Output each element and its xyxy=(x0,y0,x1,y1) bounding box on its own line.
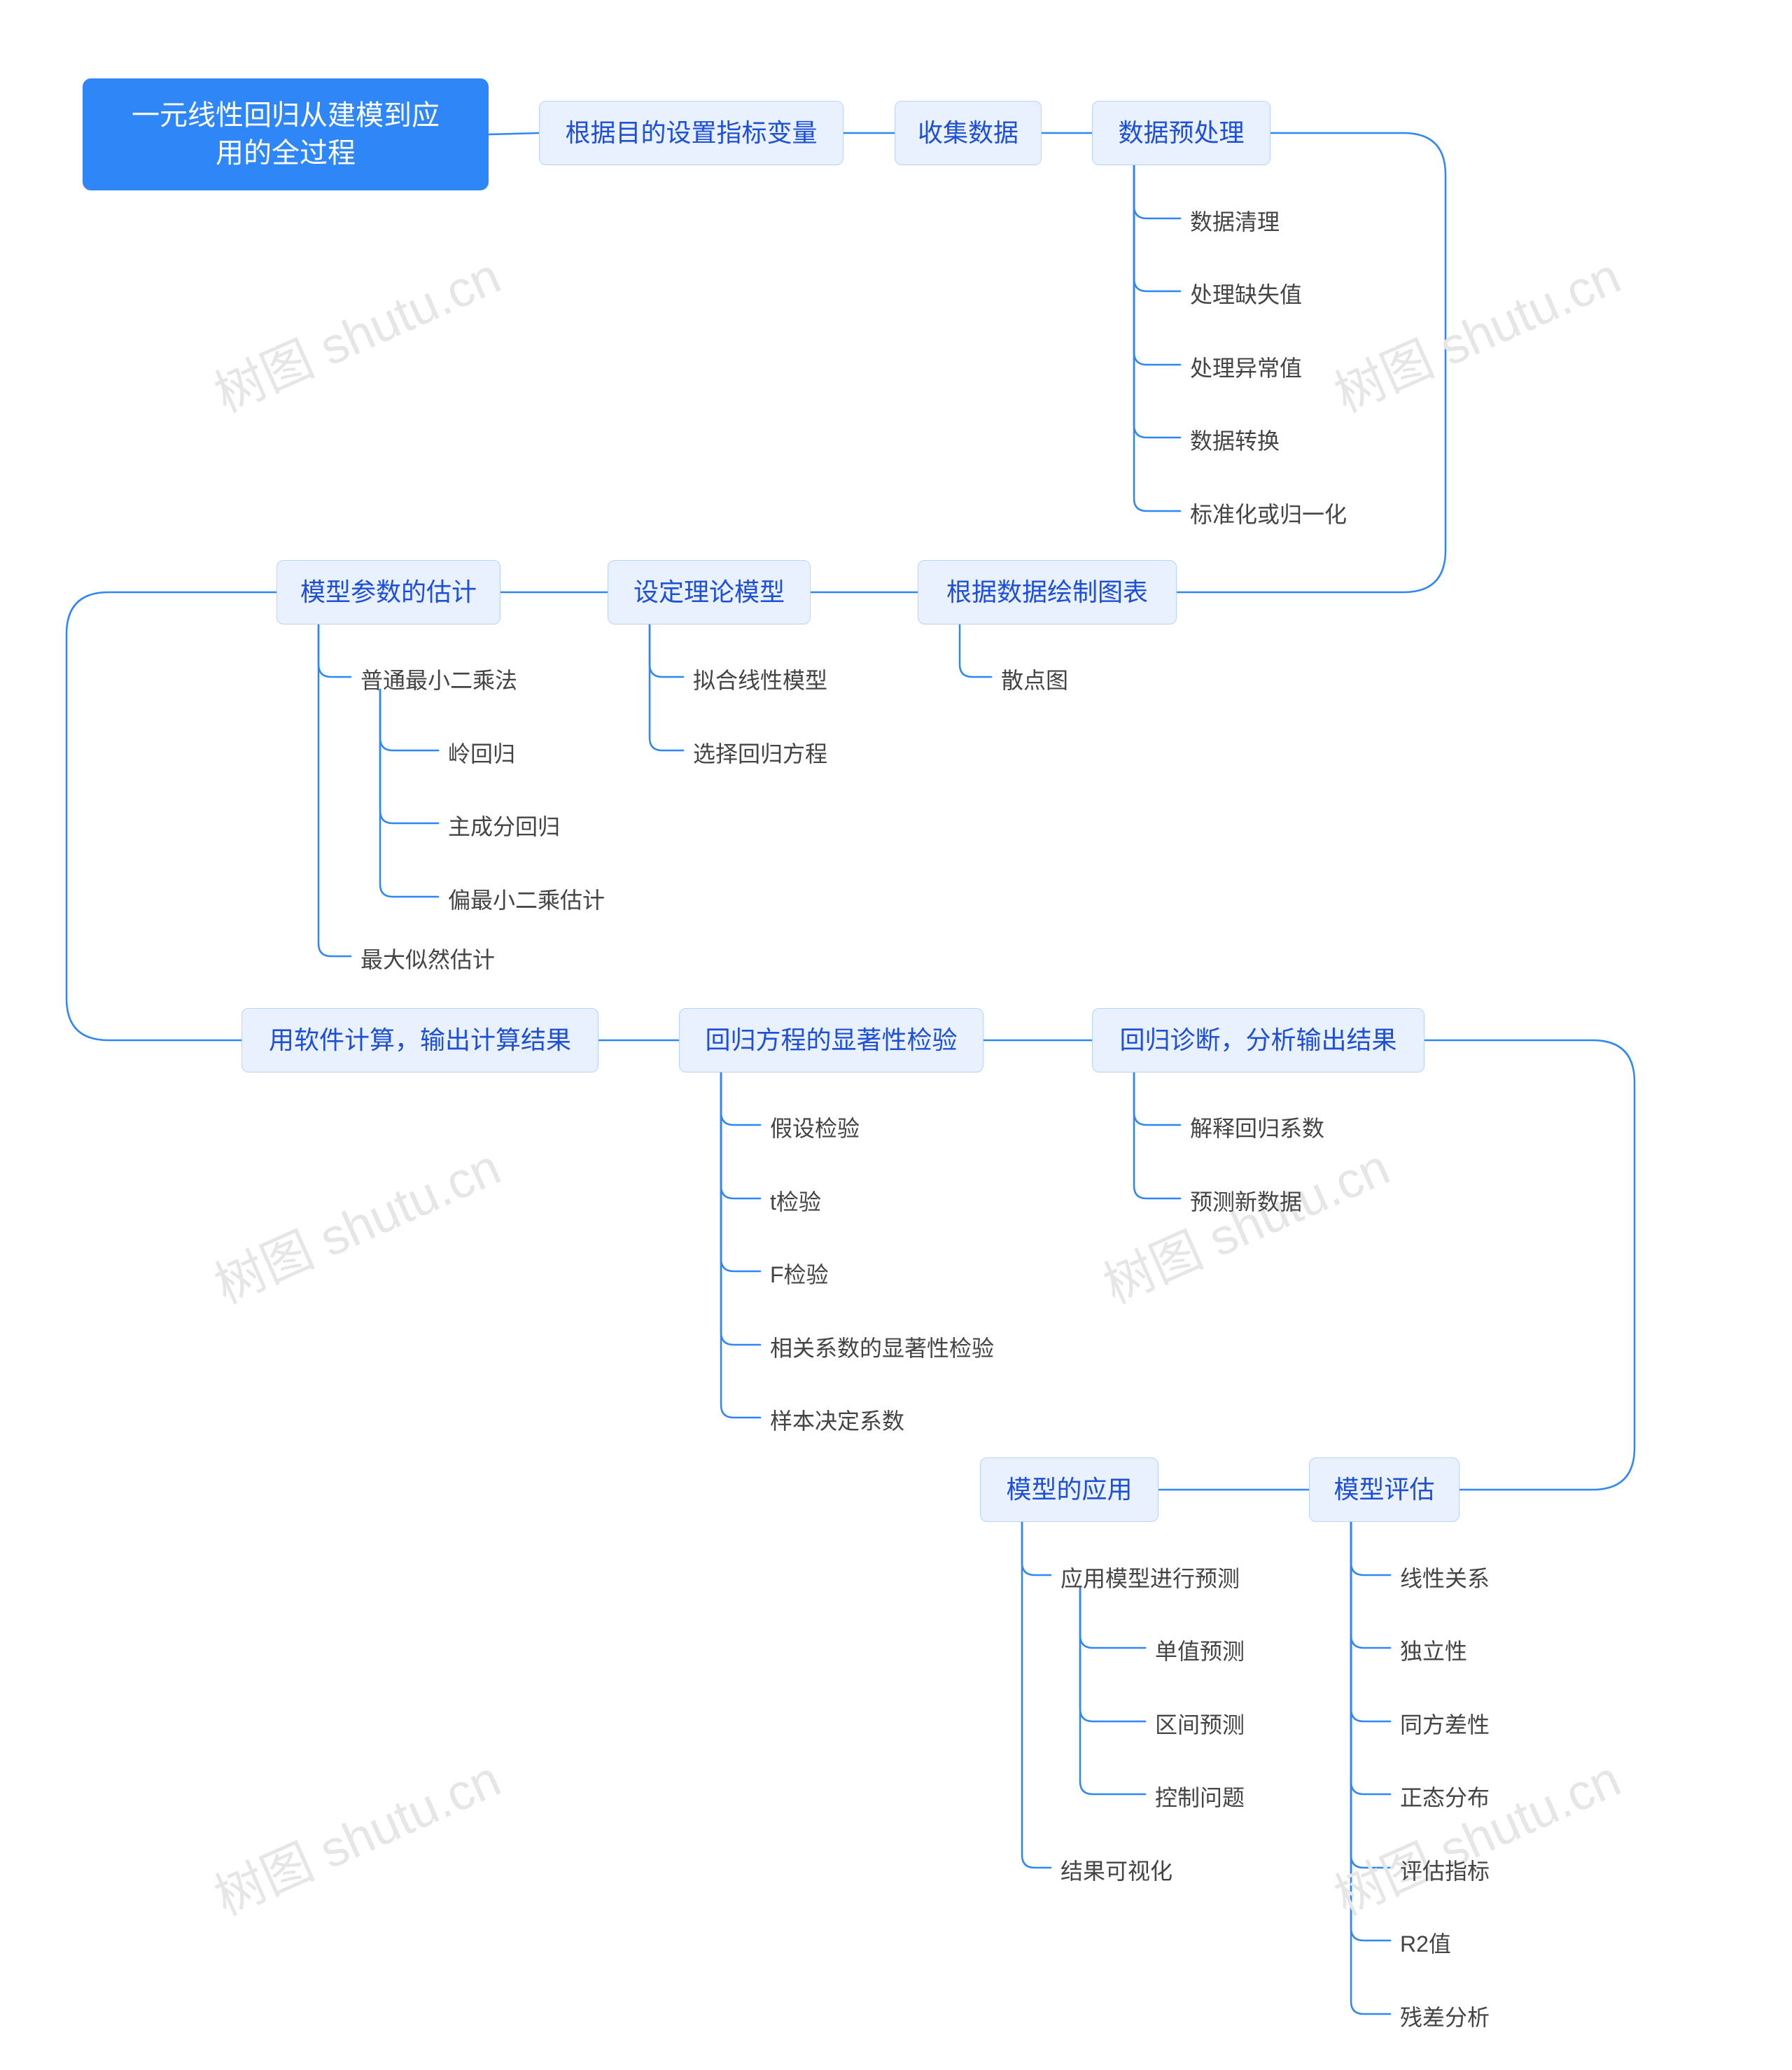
watermark: 树图 shutu.cn xyxy=(201,1738,510,1929)
watermark: 树图 shutu.cn xyxy=(1321,1738,1630,1929)
leaf-node: 散点图 xyxy=(1001,663,1068,695)
leaf-node: 标准化或归一化 xyxy=(1190,497,1347,529)
topic-node: 用软件计算，输出计算结果 xyxy=(241,1008,598,1072)
leaf-node: 独立性 xyxy=(1400,1634,1467,1666)
leaf-node: 拟合线性模型 xyxy=(693,663,827,695)
watermark: 树图 shutu.cn xyxy=(201,1126,510,1317)
leaf-node: 残差分析 xyxy=(1400,2000,1490,2032)
topic-node: 根据数据绘制图表 xyxy=(918,560,1177,624)
watermark: 树图 shutu.cn xyxy=(1321,235,1630,426)
leaf-node: 控制问题 xyxy=(1155,1780,1245,1812)
leaf-node: 正态分布 xyxy=(1400,1780,1490,1812)
topic-node: 模型的应用 xyxy=(980,1457,1158,1522)
topic-node: 回归诊断，分析输出结果 xyxy=(1092,1008,1424,1072)
leaf-node: t检验 xyxy=(770,1184,821,1217)
root-node: 一元线性回归从建模到应 用的全过程 xyxy=(83,78,489,190)
leaf-node: 数据转换 xyxy=(1190,424,1280,456)
leaf-node: 解释回归系数 xyxy=(1190,1111,1324,1143)
topic-node: 收集数据 xyxy=(895,101,1042,165)
leaf-node: 最大似然估计 xyxy=(360,942,495,974)
watermark: 树图 shutu.cn xyxy=(201,235,510,426)
leaf-node: 线性关系 xyxy=(1400,1561,1490,1593)
leaf-node: R2值 xyxy=(1400,1926,1451,1959)
leaf-node: 单值预测 xyxy=(1155,1634,1245,1666)
watermark: 树图 shutu.cn xyxy=(1090,1126,1399,1317)
topic-node: 根据目的设置指标变量 xyxy=(539,101,844,165)
leaf-node: 区间预测 xyxy=(1155,1707,1245,1740)
topic-node: 模型参数的估计 xyxy=(276,560,500,624)
leaf-node: 主成分回归 xyxy=(448,809,560,841)
leaf-node: 普通最小二乘法 xyxy=(360,663,517,695)
leaf-node: 应用模型进行预测 xyxy=(1060,1561,1240,1593)
topic-node: 数据预处理 xyxy=(1092,101,1270,165)
leaf-node: 假设检验 xyxy=(770,1111,860,1143)
leaf-node: 相关系数的显著性检验 xyxy=(770,1331,994,1363)
leaf-node: 处理缺失值 xyxy=(1190,277,1302,309)
leaf-node: 预测新数据 xyxy=(1190,1184,1302,1217)
topic-node: 设定理论模型 xyxy=(608,560,811,624)
diagram-stage: 树图 shutu.cn 树图 shutu.cn 树图 shutu.cn 树图 shut… xyxy=(0,0,1792,2070)
topic-node: 模型评估 xyxy=(1309,1457,1460,1522)
leaf-node: 样本决定系数 xyxy=(770,1404,904,1436)
leaf-node: 选择回归方程 xyxy=(693,736,827,769)
leaf-node: 数据清理 xyxy=(1190,204,1280,237)
leaf-node: 处理异常值 xyxy=(1190,351,1302,383)
leaf-node: 偏最小二乘估计 xyxy=(448,883,605,915)
leaf-node: 结果可视化 xyxy=(1060,1854,1172,1886)
topic-node: 回归方程的显著性检验 xyxy=(679,1008,983,1072)
leaf-node: F检验 xyxy=(770,1257,829,1289)
leaf-node: 评估指标 xyxy=(1400,1854,1490,1886)
leaf-node: 岭回归 xyxy=(448,736,515,769)
leaf-node: 同方差性 xyxy=(1400,1707,1490,1740)
